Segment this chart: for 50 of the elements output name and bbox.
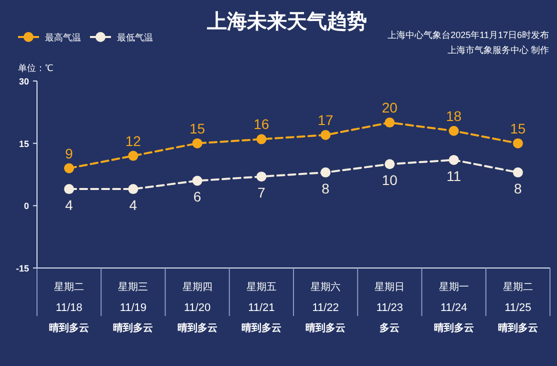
x-tick-label: 星期二 11/25 晴到多云	[498, 281, 538, 334]
point	[512, 138, 523, 148]
x-tick-label: 星期一 11/24 晴到多云	[434, 281, 474, 334]
x-tick-label: 星期日 11/23 多云	[374, 281, 405, 334]
point	[448, 154, 459, 165]
y-axis-title: 单位：℃	[18, 63, 53, 73]
y-tick-label: 30	[18, 76, 29, 86]
data-label: 8	[514, 180, 522, 196]
text: 上海市气象服务中心 制作	[447, 45, 549, 55]
point	[192, 138, 202, 148]
point	[320, 130, 331, 140]
point	[192, 176, 202, 186]
point	[128, 184, 138, 194]
y-tick-label: 0	[24, 201, 29, 212]
data-label: 16	[254, 116, 270, 132]
point	[512, 167, 523, 178]
data-label: 7	[258, 184, 266, 201]
x-tick-label: 星期五 11/21 晴到多云	[241, 281, 282, 334]
data-label: 4	[65, 197, 74, 214]
point	[256, 172, 266, 182]
x-tick-label: 星期四 11/20 晴到多云	[177, 281, 218, 334]
chart-title: 上海未来天气趋势	[206, 11, 367, 33]
data-label: 6	[193, 188, 202, 205]
legend-label: 最高气温	[45, 32, 81, 42]
point	[384, 118, 395, 128]
data-label: 8	[322, 180, 330, 196]
x-tick-label: 星期二 11/18 晴到多云	[49, 281, 90, 334]
x-tick-label: 星期三 11/19 晴到多云	[113, 281, 154, 334]
y-tick-label: -15	[16, 264, 29, 274]
data-label: 10	[382, 172, 398, 188]
data-label: 15	[510, 120, 526, 136]
point	[64, 163, 74, 174]
x-tick-label: 星期六 11/22 晴到多云	[306, 281, 346, 334]
data-label: 4	[129, 197, 138, 214]
data-label: 9	[65, 145, 74, 162]
data-label: 15	[190, 120, 206, 136]
point	[256, 134, 266, 144]
point	[128, 150, 138, 161]
point	[384, 159, 395, 170]
data-label: 11	[446, 168, 462, 184]
point	[320, 167, 331, 178]
point	[448, 126, 459, 136]
data-label: 18	[446, 108, 462, 124]
data-label: 17	[318, 112, 334, 128]
text: 上海中心气象台2025年11月17日6时发布	[388, 30, 549, 40]
y-tick-label: 15	[18, 138, 29, 149]
data-label: 12	[125, 132, 142, 149]
point	[64, 184, 74, 194]
data-label: 20	[382, 100, 398, 116]
legend-label: 最低气温	[117, 32, 153, 42]
